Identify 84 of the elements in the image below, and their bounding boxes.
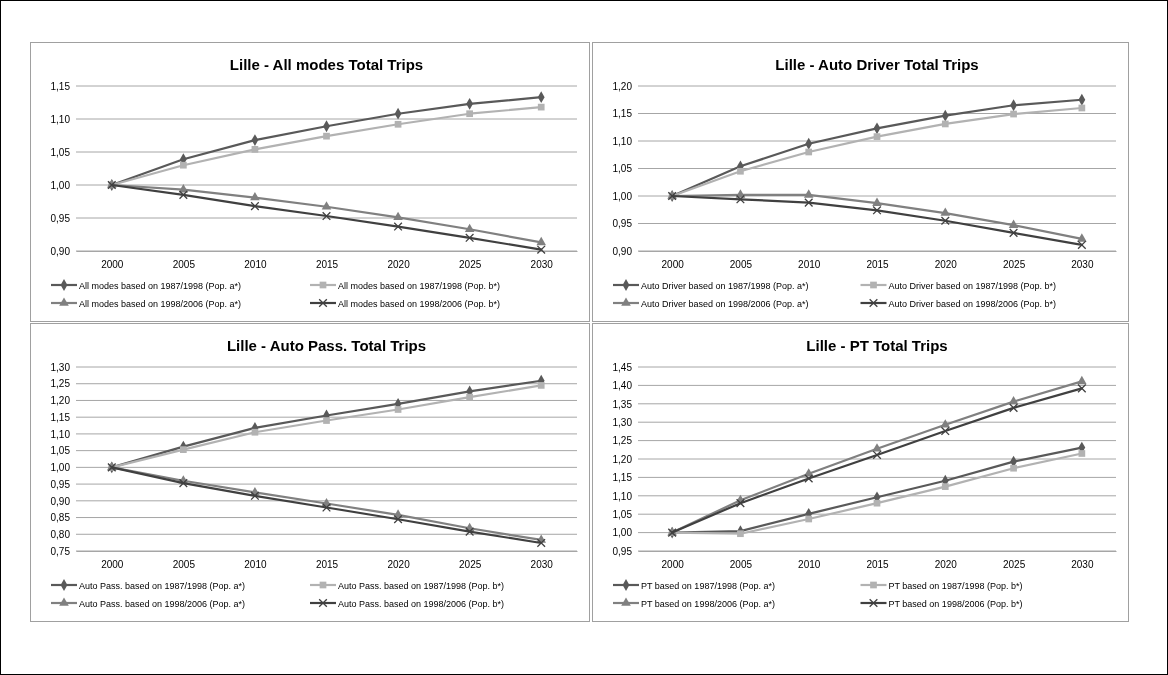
x-tick-label: 2000 <box>661 259 685 271</box>
y-tick-label: 1,10 <box>612 490 633 502</box>
y-tick-label: 1,00 <box>50 462 71 474</box>
y-tick-label: 1,20 <box>50 395 71 407</box>
x-tick-label: 2010 <box>244 559 267 571</box>
x-tick-label: 2010 <box>244 259 267 271</box>
x-tick-label: 2025 <box>1002 559 1026 571</box>
y-tick-label: 1,10 <box>50 428 71 440</box>
x-tick-label: 2005 <box>172 559 196 571</box>
y-tick-label: 0,90 <box>50 495 71 507</box>
y-tick-label: 1,15 <box>50 80 71 92</box>
y-tick-label: 1,25 <box>612 435 633 447</box>
y-tick-label: 1,05 <box>612 163 633 175</box>
y-tick-label: 0,75 <box>50 545 71 557</box>
x-tick-label: 2015 <box>866 259 890 271</box>
legend-label: PT based on 1987/1998 (Pop. a*) <box>641 580 775 591</box>
x-tick-label: 2020 <box>387 259 411 271</box>
x-tick-label: 2010 <box>798 259 821 271</box>
y-tick-label: 1,05 <box>612 508 633 520</box>
legend-label: PT based on 1998/2006 (Pop. a*) <box>641 598 775 609</box>
y-tick-label: 1,30 <box>50 361 71 373</box>
legend-label: All modes based on 1998/2006 (Pop. b*) <box>338 298 501 309</box>
y-tick-label: 1,05 <box>50 146 71 158</box>
chart-title: Lille - Auto Driver Total Trips <box>775 56 979 73</box>
x-tick-label: 2025 <box>459 259 482 271</box>
x-tick-label: 2020 <box>934 559 958 571</box>
y-tick-label: 1,20 <box>612 80 633 92</box>
y-tick-label: 0,95 <box>50 478 71 490</box>
x-tick-label: 2000 <box>661 559 685 571</box>
x-tick-label: 2025 <box>1002 259 1026 271</box>
x-tick-label: 2030 <box>530 259 554 271</box>
y-tick-label: 1,40 <box>612 380 633 392</box>
x-tick-label: 2030 <box>530 559 554 571</box>
chart-title: Lille - PT Total Trips <box>806 337 948 354</box>
y-tick-label: 1,05 <box>50 445 71 457</box>
x-tick-label: 2000 <box>101 259 124 271</box>
x-tick-label: 2030 <box>1071 259 1094 271</box>
y-tick-label: 1,45 <box>612 361 633 373</box>
y-tick-label: 1,00 <box>50 179 71 191</box>
legend-label: All modes based on 1987/1998 (Pop. b*) <box>338 280 501 291</box>
y-tick-label: 1,25 <box>50 378 71 390</box>
y-tick-label: 1,30 <box>612 416 633 428</box>
x-tick-label: 2005 <box>172 259 196 271</box>
x-tick-label: 2020 <box>934 259 958 271</box>
x-tick-label: 2000 <box>101 559 124 571</box>
y-tick-label: 1,15 <box>612 108 633 120</box>
y-tick-label: 0,90 <box>50 245 71 257</box>
x-tick-label: 2015 <box>315 259 339 271</box>
legend-label: Auto Pass. based on 1987/1998 (Pop. b*) <box>338 580 505 591</box>
y-tick-label: 0,95 <box>612 545 633 557</box>
legend-label: All modes based on 1987/1998 (Pop. a*) <box>79 280 242 291</box>
chart-title: Lille - All modes Total Trips <box>229 56 424 73</box>
legend-label: Auto Driver based on 1987/1998 (Pop. b*) <box>888 280 1057 291</box>
legend-label: Auto Pass. based on 1998/2006 (Pop. b*) <box>338 598 505 609</box>
y-tick-label: 1,15 <box>612 472 633 484</box>
x-tick-label: 2015 <box>866 559 890 571</box>
y-tick-label: 1,10 <box>50 113 71 125</box>
x-tick-label: 2030 <box>1071 559 1094 571</box>
y-tick-label: 1,00 <box>612 190 633 202</box>
legend-label: Auto Pass. based on 1987/1998 (Pop. a*) <box>79 580 246 591</box>
x-tick-label: 2010 <box>798 559 821 571</box>
legend-label: PT based on 1998/2006 (Pop. b*) <box>888 598 1023 609</box>
y-tick-label: 0,95 <box>50 212 71 224</box>
y-tick-label: 1,35 <box>612 398 633 410</box>
legend-label: Auto Pass. based on 1998/2006 (Pop. a*) <box>79 598 246 609</box>
y-tick-label: 1,00 <box>612 527 633 539</box>
y-tick-label: 1,20 <box>612 453 633 465</box>
legend-label: Auto Driver based on 1987/1998 (Pop. a*) <box>641 280 809 291</box>
y-tick-label: 1,10 <box>612 135 633 147</box>
x-tick-label: 2005 <box>729 559 753 571</box>
chart-title: Lille - Auto Pass. Total Trips <box>226 337 427 354</box>
legend-label: Auto Driver based on 1998/2006 (Pop. b*) <box>888 298 1057 309</box>
legend-label: PT based on 1987/1998 (Pop. b*) <box>888 580 1023 591</box>
x-tick-label: 2015 <box>315 559 339 571</box>
x-tick-label: 2005 <box>729 259 753 271</box>
y-tick-label: 0,95 <box>612 218 633 230</box>
y-tick-label: 1,15 <box>50 411 71 423</box>
legend-label: Auto Driver based on 1998/2006 (Pop. a*) <box>641 298 809 309</box>
x-tick-label: 2020 <box>387 559 411 571</box>
y-tick-label: 0,80 <box>50 528 71 540</box>
x-tick-label: 2025 <box>459 559 482 571</box>
y-tick-label: 0,90 <box>612 245 633 257</box>
legend-label: All modes based on 1998/2006 (Pop. a*) <box>79 298 242 309</box>
y-tick-label: 0,85 <box>50 512 71 524</box>
